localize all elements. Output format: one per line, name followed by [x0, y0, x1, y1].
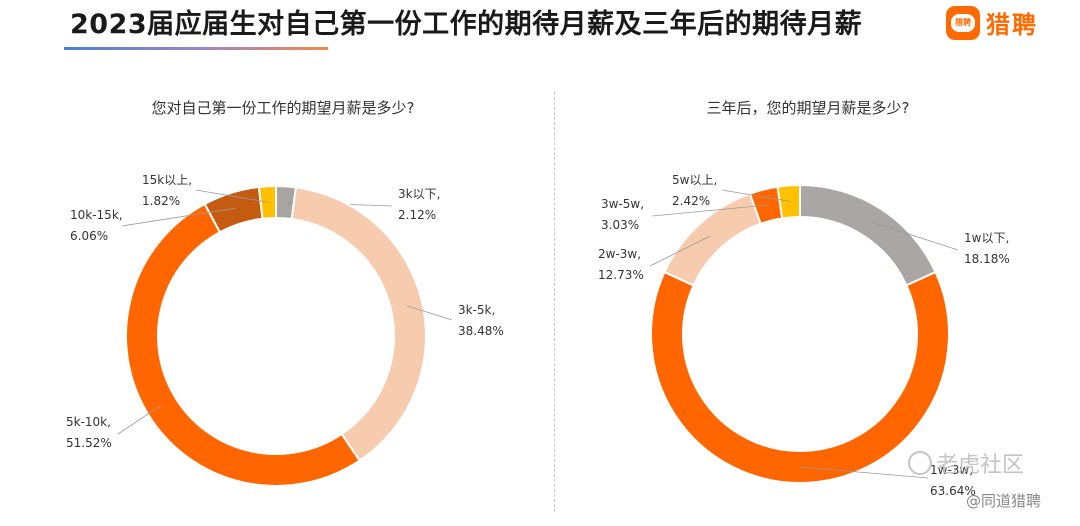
right-chart-title: 三年后，您的期望月薪是多少? [706, 99, 910, 117]
chart-1-slice-1 [650, 270, 950, 484]
logo-badge-icon: 猎聘 [946, 5, 980, 40]
chart-1-label-1: 1w-3w, [930, 463, 973, 477]
chart-0-value-label-4: 1.82% [142, 194, 180, 208]
page-title: 2023届应届生对自己第一份工作的期待月薪及三年后的期待月薪 [70, 9, 863, 40]
chart-0-label-3: 10k-15k, [70, 208, 123, 222]
watermark-secondary: @同道猎聘 [966, 492, 1042, 510]
watermark-primary: 老虎社区 [908, 447, 1024, 479]
watermark-primary-text: 老虎社区 [936, 453, 1025, 478]
chart-0-label-0: 3k以下, [398, 187, 440, 201]
chart-0-leader-1 [406, 305, 453, 321]
chart-1-label-0: 1w以下, [964, 231, 1009, 245]
chart-0-leader-2 [117, 404, 162, 435]
chart-1-slice-4 [776, 183, 801, 220]
chart-1-value-label-1: 63.64% [930, 484, 976, 498]
chart-0-leader-3 [121, 207, 236, 227]
brand-logo: 猎聘 猎聘 [946, 5, 1038, 40]
chart-1-leader-2 [649, 235, 711, 267]
chart-1-leader-1 [799, 466, 929, 479]
chart-1-label-4: 5w以上, [672, 173, 717, 187]
chart-0-slice-2 [124, 202, 361, 487]
chart-1-leader-0 [871, 221, 959, 251]
chart-1-value-label-0: 18.18% [964, 252, 1010, 266]
chart-0-slice-1 [290, 186, 427, 462]
chart-0-value-label-2: 51.52% [66, 436, 112, 450]
chart-1-value-label-4: 2.42% [672, 194, 710, 208]
chart-0-label-2: 5k-10k, [66, 415, 111, 429]
watermark-logo-icon [908, 451, 932, 475]
chart-1-label-2: 2w-3w, [598, 247, 641, 261]
chart-0-label-4: 15k以上, [142, 173, 192, 187]
chart-0-value-label-0: 2.12% [398, 208, 436, 222]
chart-0-value-label-3: 6.06% [70, 229, 108, 243]
chart-1-leader-3 [651, 204, 768, 217]
left-chart-title: 您对自己第一份工作的期望月薪是多少? [151, 99, 415, 117]
chart-1-label-3: 3w-5w, [601, 197, 644, 211]
chart-0-leader-4 [195, 189, 269, 203]
chart-1-slice-0 [799, 183, 937, 287]
chart-1-value-label-2: 12.73% [598, 268, 644, 282]
title-underline [64, 47, 328, 50]
chart-0-value-label-1: 38.48% [458, 324, 504, 338]
chart-1-value-label-3: 3.03% [601, 218, 639, 232]
logo-bubble-text: 猎聘 [951, 13, 975, 32]
chart-0-label-1: 3k-5k, [458, 303, 495, 317]
chart-1-leader-4 [721, 189, 790, 202]
chart-divider [554, 92, 555, 512]
logo-text: 猎聘 [986, 11, 1038, 39]
